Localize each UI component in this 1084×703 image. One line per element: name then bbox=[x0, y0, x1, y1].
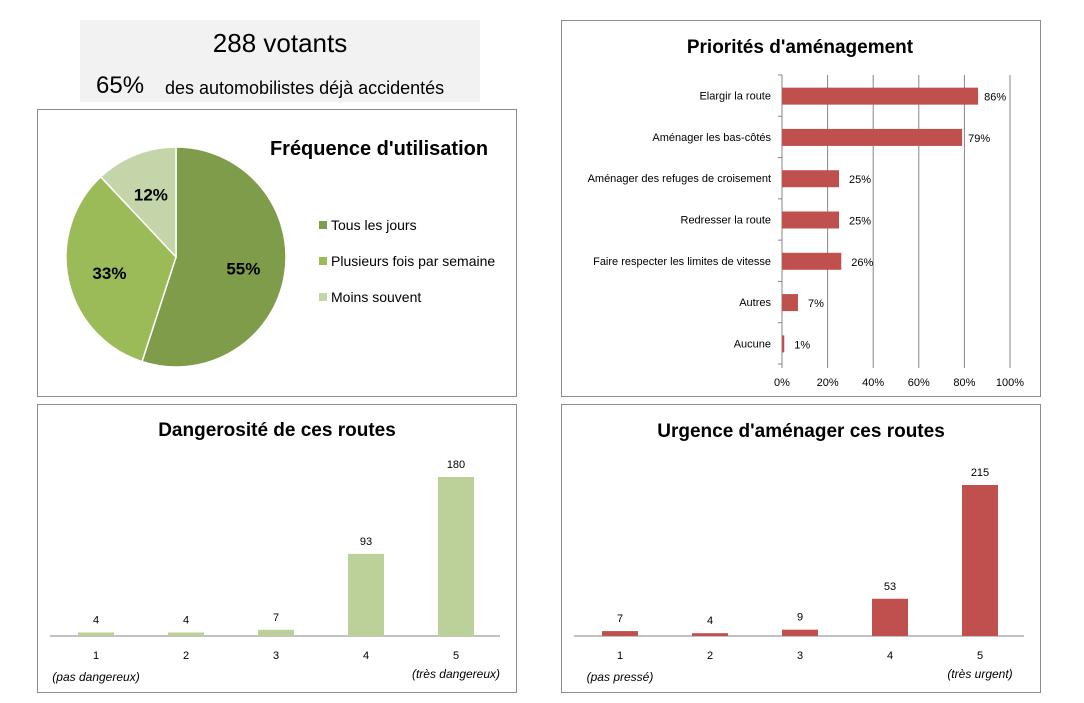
chart-title: Fréquence d'utilisation bbox=[270, 138, 488, 160]
x-tick-label: 3 bbox=[273, 650, 279, 662]
bar bbox=[962, 485, 998, 636]
pie-slice bbox=[141, 146, 287, 368]
chart-title: Urgence d'aménager ces routes bbox=[657, 421, 945, 442]
summary-box: 288 votants 65% des automobilistes déjà … bbox=[80, 20, 480, 102]
bar bbox=[782, 87, 979, 105]
x-tick-label: 60% bbox=[908, 377, 930, 389]
bar bbox=[782, 211, 839, 229]
x-tick-label: 2 bbox=[183, 650, 189, 662]
pie-data-label: 55% bbox=[226, 260, 260, 279]
bar bbox=[168, 632, 204, 636]
category-label: Aménager des refuges de croisement bbox=[588, 173, 771, 185]
bar bbox=[602, 631, 638, 636]
legend-label: Plusieurs fois par semaine bbox=[331, 253, 495, 269]
data-label: 4 bbox=[183, 614, 189, 626]
pie-data-label: 12% bbox=[134, 186, 168, 205]
data-label: 25% bbox=[849, 174, 871, 186]
category-label: Aucune bbox=[734, 338, 771, 350]
data-label: 215 bbox=[971, 467, 989, 479]
x-tick-label: 5 bbox=[977, 650, 983, 662]
bar bbox=[348, 553, 384, 636]
high-end-label: (très dangereux) bbox=[412, 667, 500, 681]
category-label: Elargir la route bbox=[699, 91, 771, 103]
data-label: 1% bbox=[794, 339, 810, 351]
bar bbox=[692, 633, 728, 636]
bar bbox=[782, 294, 798, 312]
legend-swatch bbox=[319, 221, 327, 229]
data-label: 86% bbox=[984, 92, 1006, 104]
data-label: 7% bbox=[808, 298, 824, 310]
pie-slice bbox=[65, 175, 177, 363]
x-tick-label: 4 bbox=[363, 650, 369, 662]
legend-label: Tous les jours bbox=[331, 217, 417, 233]
pie-slice bbox=[99, 146, 177, 259]
bar bbox=[782, 170, 839, 188]
data-label: 7 bbox=[273, 612, 279, 624]
urgency-panel bbox=[561, 404, 1041, 693]
x-tick-label: 20% bbox=[817, 377, 839, 389]
category-label: Redresser la route bbox=[681, 215, 772, 227]
pie-data-label: 33% bbox=[92, 264, 126, 283]
high-end-label: (très urgent) bbox=[947, 667, 1012, 681]
x-tick-label: 5 bbox=[453, 650, 459, 662]
x-tick-label: 80% bbox=[953, 377, 975, 389]
bar bbox=[872, 598, 908, 636]
voter-count: 288 votants bbox=[212, 28, 348, 58]
category-label: Aménager les bas-côtés bbox=[652, 132, 771, 144]
data-label: 26% bbox=[851, 257, 873, 269]
data-label: 93 bbox=[360, 536, 372, 548]
bar bbox=[782, 252, 842, 270]
chart-title: Dangerosité de ces routes bbox=[158, 420, 396, 441]
priorities-panel bbox=[561, 20, 1041, 397]
category-label: Faire respecter les limites de vitesse bbox=[593, 256, 771, 268]
accident-label: des automobilistes déjà accidentés bbox=[165, 78, 445, 98]
category-label: Autres bbox=[739, 297, 771, 309]
accident-percent: 65% bbox=[96, 72, 145, 99]
legend-swatch bbox=[319, 293, 327, 301]
danger-panel bbox=[37, 404, 517, 693]
x-tick-label: 40% bbox=[862, 377, 884, 389]
bar bbox=[78, 632, 114, 636]
bar bbox=[258, 629, 294, 636]
bar bbox=[782, 335, 785, 353]
chart-title: Priorités d'aménagement bbox=[687, 37, 914, 58]
bar bbox=[782, 629, 818, 636]
legend-swatch bbox=[319, 257, 327, 265]
x-tick-label: 0% bbox=[774, 377, 790, 389]
x-tick-label: 100% bbox=[996, 377, 1024, 389]
x-tick-label: 3 bbox=[797, 650, 803, 662]
x-tick-label: 1 bbox=[93, 650, 99, 662]
legend-label: Moins souvent bbox=[331, 289, 421, 305]
data-label: 180 bbox=[447, 459, 465, 471]
data-label: 4 bbox=[707, 615, 713, 627]
bar bbox=[782, 128, 963, 146]
bar bbox=[438, 477, 474, 636]
data-label: 25% bbox=[849, 216, 871, 228]
data-label: 9 bbox=[797, 612, 803, 624]
data-label: 53 bbox=[884, 581, 896, 593]
low-end-label: (pas pressé) bbox=[587, 670, 654, 684]
x-tick-label: 1 bbox=[617, 650, 623, 662]
x-tick-label: 2 bbox=[707, 650, 713, 662]
data-label: 7 bbox=[617, 613, 623, 625]
data-label: 4 bbox=[93, 614, 99, 626]
x-tick-label: 4 bbox=[887, 650, 893, 662]
data-label: 79% bbox=[968, 133, 990, 145]
low-end-label: (pas dangereux) bbox=[52, 670, 139, 684]
